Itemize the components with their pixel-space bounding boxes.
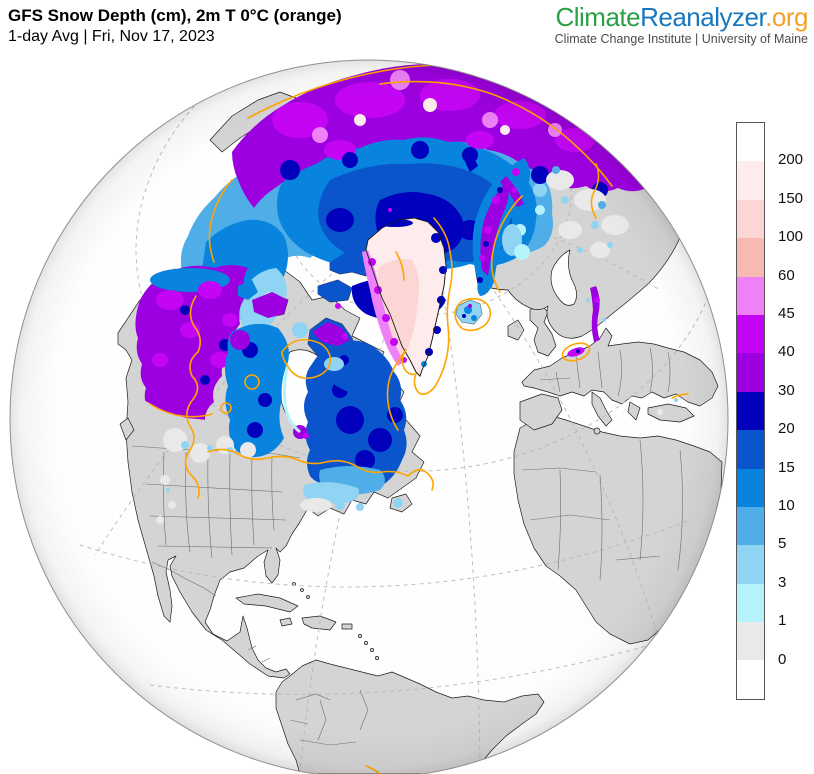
colorbar-label: 60 [778,266,795,284]
colorbar-segment [737,430,764,469]
colorbar-segment [737,391,764,431]
colorbar-segment [737,353,764,392]
header: GFS Snow Depth (cm), 2m T 0°C (orange) 1… [8,5,342,47]
colorbar-segment [737,276,764,315]
globe-outline [9,59,729,774]
colorbar-label: 150 [778,189,804,207]
page-title: GFS Snow Depth (cm), 2m T 0°C (orange) [8,6,342,25]
colorbar-label: 15 [778,458,795,476]
logo-reanalyzer: Reanalyzer [640,2,766,32]
colorbar-segment [737,468,764,507]
limb-shading [10,60,728,774]
colorbar-segment [737,545,764,584]
colorbar: 200 150 100 60 45 40 30 20 15 10 5 3 1 0 [736,122,803,700]
colorbar-label: 200 [778,151,804,169]
colorbar-segment [737,660,764,699]
site-logo-wordmark[interactable]: ClimateReanalyzer.org [555,3,808,31]
colorbar-label: 3 [778,573,787,591]
colorbar-segment [737,583,764,623]
colorbar-label: 30 [778,381,795,399]
colorbar-label: 10 [778,497,795,514]
colorbar-segments [736,122,765,700]
colorbar-label: 1 [778,612,787,630]
site-logo[interactable]: ClimateReanalyzer.org Climate Change Ins… [554,3,809,46]
colorbar-segment [737,123,764,162]
colorbar-label: 0 [778,650,787,668]
colorbar-label: 20 [778,420,795,438]
colorbar-segment [737,161,764,200]
logo-tagline: Climate Change Institute | University of… [554,32,808,46]
colorbar-label: 40 [778,343,795,361]
logo-org: .org [765,2,808,32]
colorbar-labels: 200 150 100 60 45 40 30 20 15 10 5 3 1 0 [778,122,814,700]
colorbar-label: 100 [778,228,804,246]
logo-climate: Climate [555,2,641,32]
colorbar-segment [737,506,764,546]
colorbar-label: 45 [778,305,795,322]
colorbar-segment [737,238,764,277]
colorbar-segment [737,314,764,354]
page-subtitle: 1-day Avg | Fri, Nov 17, 2023 [8,28,215,45]
colorbar-label: 5 [778,535,787,553]
colorbar-segment [737,622,764,661]
colorbar-segment [737,199,764,239]
